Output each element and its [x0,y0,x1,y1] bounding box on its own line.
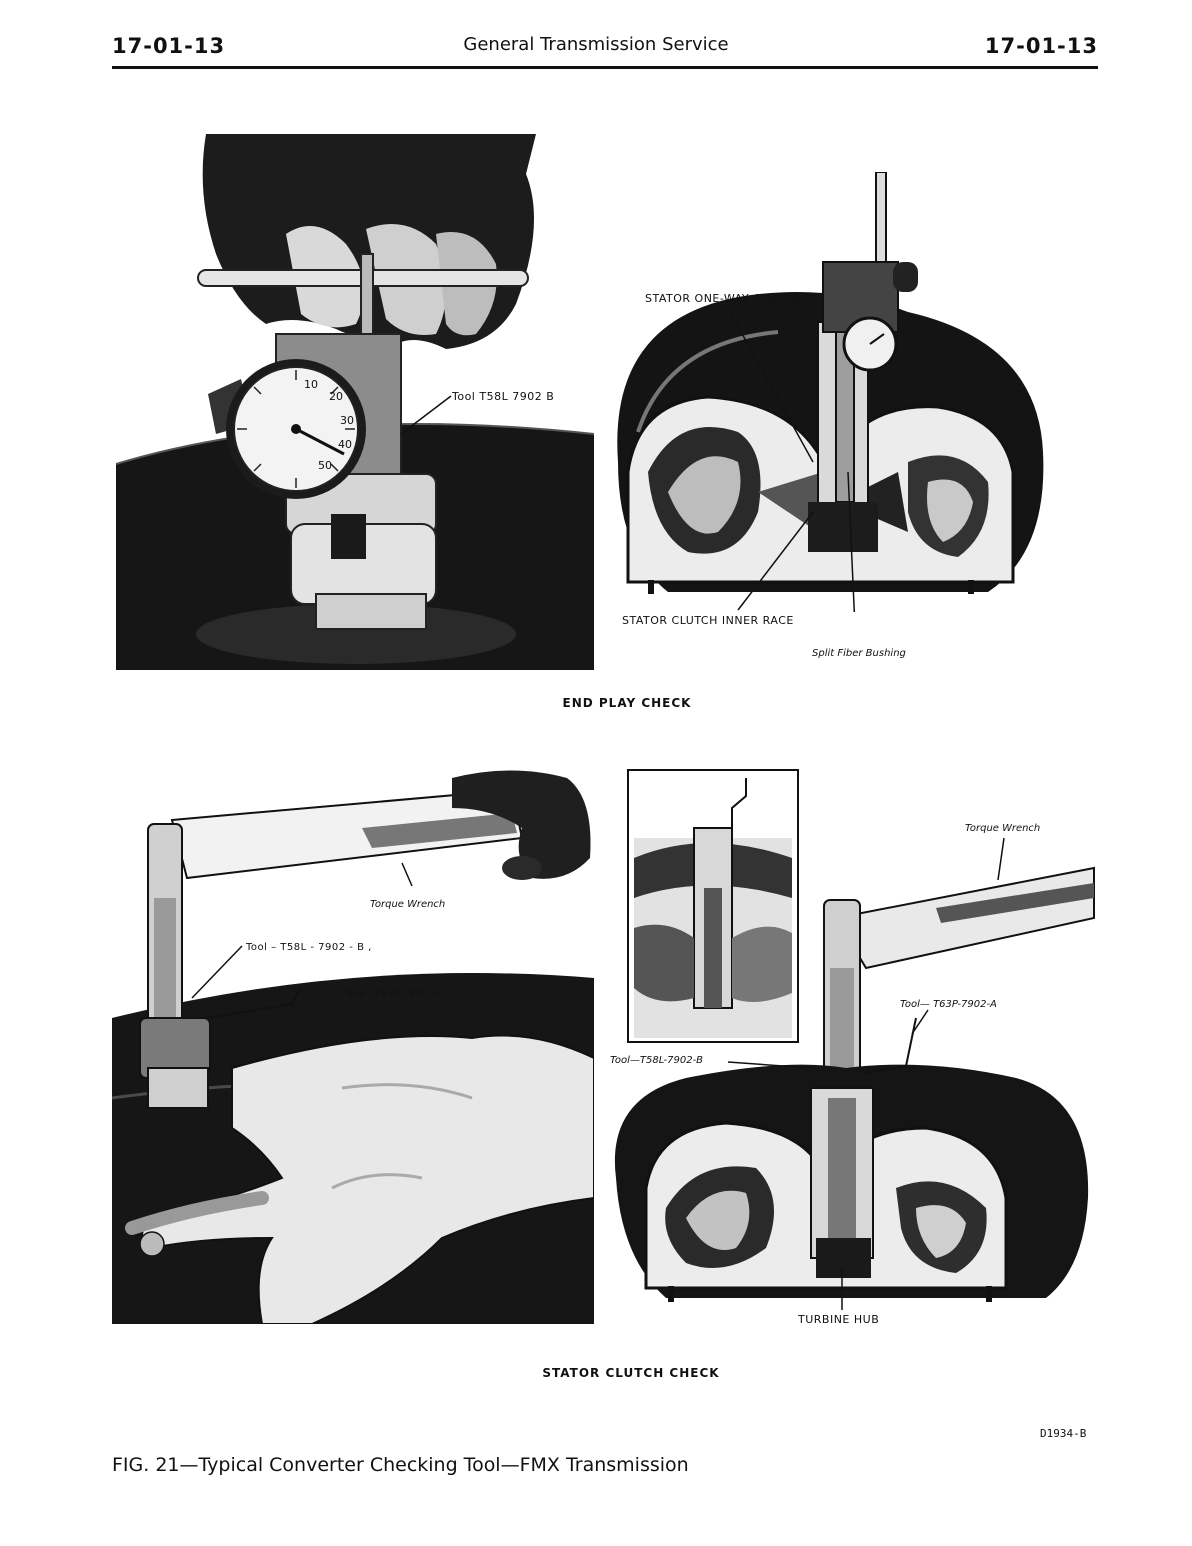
page-number-left: 17-01-13 [112,34,226,58]
label-tool-t63p-left: Tool—T63P-7902-A [345,989,439,1000]
dial-number-20: 20 [329,390,343,403]
header-rule [112,66,1098,69]
end-play-photo: 10 20 30 40 50 [116,134,594,670]
stator-check-cutaway [614,769,1095,1310]
dial-number-10: 10 [304,378,318,391]
section-title-end-play: END PLAY CHECK [562,696,692,710]
section-title-stator-clutch: STATOR CLUTCH CHECK [542,1366,720,1380]
label-turbine-hub: TURBINE HUB [798,1313,880,1326]
figure-reference-code: D1934-B [1040,1427,1087,1440]
label-tool-t58l-left: Tool – T58L - 7902 - B , [246,942,372,953]
label-torque-wrench-right: Torque Wrench [965,823,1041,834]
dial-number-40: 40 [338,438,352,451]
stator-cutaway-illustration [617,172,1044,612]
page-number-right: 17-01-13 [984,34,1098,58]
figure-caption: FIG. 21—Typical Converter Checking Tool—… [112,1454,689,1476]
label-stator-one-way-clutch: STATOR ONE-WAY CLUTCH [645,292,800,305]
dial-number-50: 50 [318,459,332,472]
label-tool-t58l: Tool T58L 7902 B [452,390,555,403]
label-tool-t58l-right: Tool—T58L-7902-B [610,1055,704,1066]
label-stator-clutch-inner-race: STATOR CLUTCH INNER RACE [622,614,794,627]
label-split-fiber-bushing: Split Fiber Bushing [812,648,906,659]
label-tool-t63p-right: Tool— T63P-7902-A [900,999,997,1010]
dial-number-30: 30 [340,414,354,427]
page-title: General Transmission Service [463,34,729,55]
label-torque-wrench-left: Torque Wrench [370,899,446,910]
stator-check-photo [112,768,594,1324]
